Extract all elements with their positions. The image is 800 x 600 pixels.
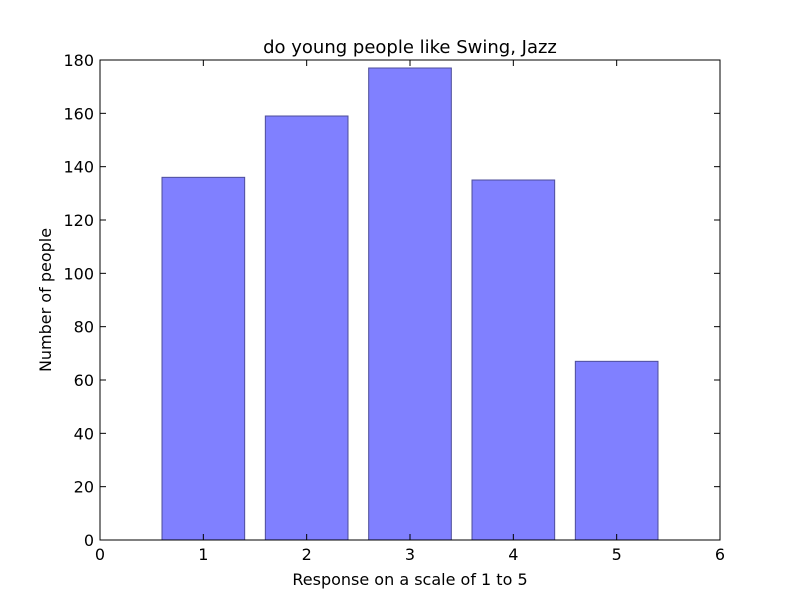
x-tick-label: 6	[715, 545, 725, 564]
y-tick-label: 100	[63, 264, 94, 283]
bar-5	[574, 360, 659, 541]
x-tick-label: 0	[95, 545, 105, 564]
x-axis-label: Response on a scale of 1 to 5	[292, 570, 527, 589]
x-tick-label: 3	[405, 545, 415, 564]
x-axis: 0 1 2 3 4 5 6	[95, 60, 725, 564]
y-tick-label: 120	[63, 211, 94, 230]
y-tick-label: 180	[63, 51, 94, 70]
y-tick-label: 20	[74, 478, 94, 497]
bar-2	[264, 115, 349, 541]
y-tick-label: 80	[74, 318, 94, 337]
y-tick-label: 0	[84, 531, 94, 550]
bars-layer	[161, 67, 659, 541]
y-tick-label: 160	[63, 104, 94, 123]
y-tick-label: 140	[63, 158, 94, 177]
x-tick-label: 1	[198, 545, 208, 564]
x-tick-label: 5	[612, 545, 622, 564]
x-tick-label: 2	[302, 545, 312, 564]
y-axis-label: Number of people	[36, 228, 55, 372]
x-tick-label: 4	[508, 545, 518, 564]
y-tick-label: 60	[74, 371, 94, 390]
y-tick-label: 40	[74, 424, 94, 443]
bar-4	[471, 179, 556, 541]
y-axis: 0 20 40 60 80 100 120 140 160 180	[63, 51, 720, 550]
bar-3	[368, 67, 452, 541]
chart-title: do young people like Swing, Jazz	[263, 37, 557, 58]
bar-1	[161, 176, 246, 541]
